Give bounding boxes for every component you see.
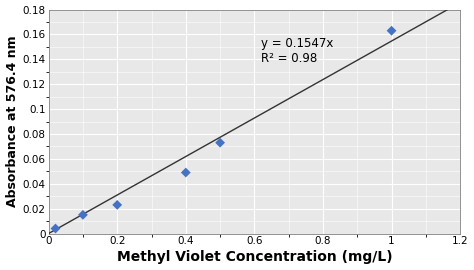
Text: y = 0.1547x
R² = 0.98: y = 0.1547x R² = 0.98	[261, 37, 334, 65]
Point	[52, 226, 59, 231]
Point	[388, 29, 395, 33]
Point	[216, 140, 224, 145]
X-axis label: Methyl Violet Concentration (mg/L): Methyl Violet Concentration (mg/L)	[117, 251, 392, 264]
Y-axis label: Absorbance at 576.4 nm: Absorbance at 576.4 nm	[6, 36, 18, 207]
Point	[79, 213, 87, 217]
Point	[182, 170, 190, 175]
Point	[113, 203, 121, 207]
